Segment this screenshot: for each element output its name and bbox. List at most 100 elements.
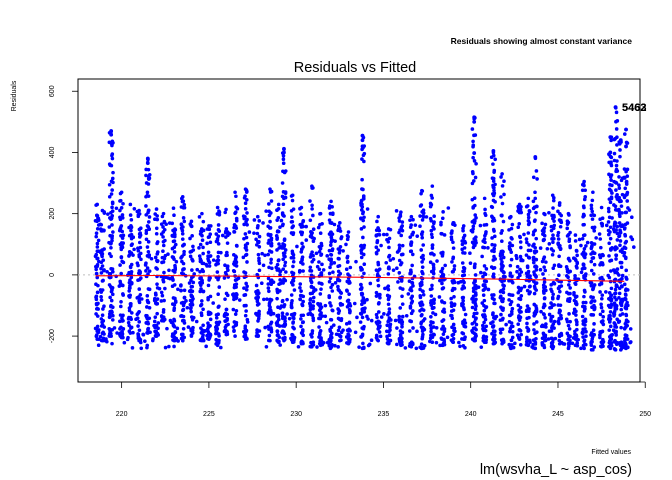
residual-point (420, 276, 425, 281)
residual-point (382, 312, 386, 316)
residual-point (408, 235, 413, 239)
residual-point (181, 303, 186, 308)
residual-point (431, 265, 436, 270)
residual-point (145, 294, 150, 298)
residual-point (428, 204, 433, 209)
residual-point (614, 188, 618, 192)
residual-point (625, 288, 630, 292)
residual-point (99, 324, 104, 328)
residual-point (473, 273, 478, 277)
residual-point (207, 260, 212, 265)
residual-point (291, 207, 296, 211)
residual-point (360, 332, 365, 337)
residual-point (237, 298, 242, 302)
residual-point (188, 236, 192, 241)
residual-point (452, 264, 457, 268)
residual-point (617, 221, 622, 225)
residual-point (431, 221, 436, 226)
residual-point (525, 335, 529, 340)
residual-point (207, 276, 212, 280)
residual-point (457, 340, 461, 345)
residual-point (156, 250, 160, 254)
residual-point (137, 277, 142, 282)
residual-point (99, 271, 104, 275)
residual-point (214, 337, 218, 342)
residual-point (582, 246, 587, 251)
residual-point (510, 329, 515, 334)
residual-point (526, 222, 531, 227)
residual-point (199, 302, 204, 307)
residual-point (318, 343, 323, 348)
residual-point (279, 218, 284, 223)
residual-point (493, 200, 497, 204)
residual-point (594, 236, 598, 240)
residual-point (291, 231, 296, 235)
residual-point (608, 317, 613, 321)
residual-point (309, 229, 313, 234)
residual-point (164, 222, 168, 227)
residual-point (619, 260, 624, 265)
residual-point (611, 311, 616, 316)
residual-point (118, 208, 122, 213)
residual-point (119, 206, 124, 210)
residual-point (361, 296, 366, 300)
residual-point (509, 346, 513, 351)
residual-point (143, 263, 148, 267)
residual-point (256, 224, 260, 228)
residual-point (102, 247, 106, 251)
residual-point (225, 264, 230, 268)
residual-point (198, 270, 202, 274)
residual-point (409, 223, 413, 227)
residual-point (361, 326, 366, 331)
residual-point (429, 326, 433, 331)
residual-point (567, 312, 571, 316)
residual-point (630, 237, 635, 242)
residual-point (377, 274, 382, 279)
residual-point (575, 320, 579, 324)
residual-point (347, 320, 352, 325)
residual-point (223, 270, 228, 275)
residual-point (175, 326, 180, 331)
residual-point (400, 302, 405, 306)
residual-point (376, 310, 381, 314)
residual-point (301, 224, 305, 229)
residual-point (528, 340, 532, 344)
residual-point (549, 228, 554, 233)
residual-point (517, 210, 522, 215)
residual-point (540, 259, 545, 264)
residual-point (281, 190, 286, 194)
residual-point (325, 340, 330, 345)
residual-point (233, 334, 237, 338)
residual-point (338, 317, 342, 322)
residual-point (319, 287, 323, 291)
residual-point (566, 283, 571, 287)
residual-point (589, 295, 593, 299)
x-tick-label: 245 (552, 411, 564, 418)
residual-point-high (618, 138, 623, 143)
residual-point (379, 243, 383, 248)
residual-point (217, 285, 222, 289)
residual-point (526, 343, 531, 348)
residual-point (491, 312, 495, 317)
residual-point (266, 252, 270, 257)
residual-point (590, 209, 595, 214)
residual-point (601, 319, 605, 323)
residual-point (439, 337, 444, 341)
residual-point (359, 203, 363, 207)
residual-point (432, 227, 436, 231)
residual-point (154, 302, 159, 306)
residual-point (179, 314, 184, 318)
residual-point (582, 179, 586, 184)
residual-point (95, 202, 99, 207)
residual-point (397, 339, 402, 344)
residual-point (624, 313, 629, 318)
residual-point (559, 279, 563, 284)
residual-point (556, 320, 561, 324)
residual-point (492, 275, 496, 279)
residual-point (492, 168, 497, 173)
residual-point (172, 239, 177, 243)
residual-point (420, 271, 425, 276)
residual-point (173, 242, 178, 247)
residual-point (214, 232, 219, 236)
residual-point (559, 284, 564, 288)
